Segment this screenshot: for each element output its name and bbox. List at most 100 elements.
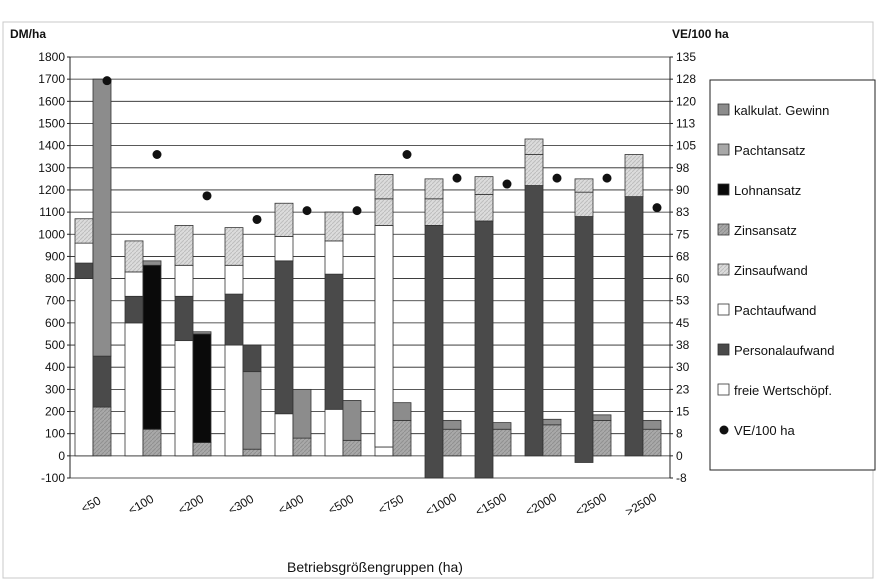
bar-left-segment-pachtaufwand [324,240,344,275]
bar-right-segment-zinsansatz [442,428,462,457]
bar-left-segment-zinsaufwand [174,224,194,266]
bar-left-segment-zinsaufwand [424,178,444,200]
x-tick-label: <300 [226,492,257,518]
bar-right-segment-zinsansatz [592,419,612,457]
legend-swatch [717,103,730,116]
legend-label: Zinsaufwand [734,263,808,278]
legend-swatch [717,183,730,196]
y-left-tick-label: 500 [45,338,65,352]
bar-right-segment-kalkulat_gewinn [342,400,362,441]
bar-right-segment-kalkulat_gewinn [442,419,462,430]
y-left-tick-label: 1500 [38,116,65,130]
y-right-tick-label: 135 [676,50,696,64]
bar-left-segment-personalaufwand [324,273,344,410]
legend-swatch [717,303,730,316]
bar-left-segment-zinsaufwand [74,218,94,244]
y-left-tick-label: -100 [41,471,65,485]
x-tick-label: <100 [126,492,157,518]
bar-left-segment-zinsaufwand [474,176,494,195]
y-left-tick-label: 1600 [38,94,65,108]
y-left-tick-label: 400 [45,360,65,374]
bar-left-segment-personalaufwand [524,185,544,457]
bar-left-segment-zinsaufwand [424,198,444,226]
ve-dot [252,214,262,224]
bar-right-segment-zinsansatz [492,428,512,457]
bar-right-segment-kalkulat_gewinn [542,418,562,426]
bar-left-segment-zinsaufwand [474,193,494,222]
ve-dot [552,173,562,183]
legend-swatch [717,143,730,156]
x-tick-label: <2000 [523,490,559,519]
y-right-tick-label: 8 [676,427,683,441]
bar-right-segment-zinsansatz [142,428,162,457]
ve-dot [152,149,162,159]
legend-label: Pachtaufwand [734,303,816,318]
bar-left-segment-zinsaufwand [524,154,544,186]
y-right-tick-label: 83 [676,205,690,219]
ve-dot [102,76,112,86]
legend-label: freie Wertschöpf. [734,383,832,398]
ve-dot [652,203,662,213]
bar-right-segment-zinsansatz [242,448,262,457]
legend-label: VE/100 ha [734,423,795,438]
bar-left-segment-zinsaufwand [574,191,594,217]
y-right-tick-label: 23 [676,382,690,396]
bar-right-segment-kalkulat_gewinn [642,419,662,430]
legend-marker-dot [719,425,729,435]
bar-left-segment-zinsaufwand [524,138,544,155]
y-right-tick-label: 105 [676,139,696,153]
y-left-tick-label: 700 [45,294,65,308]
bar-left-segment-zinsaufwand [324,211,344,242]
y-right-tick-label: 128 [676,72,696,86]
bar-right-segment-zinsansatz [192,442,212,457]
bar-left-segment-zinsaufwand [374,174,394,200]
y-right-tick-label: 38 [676,338,690,352]
x-tick-label: <50 [79,493,104,515]
y-left-tick-label: 1300 [38,161,65,175]
bar-left-segment-pachtaufwand [124,271,144,297]
legend-label: Zinsansatz [734,223,797,238]
y-left-tick-label: 1200 [38,183,65,197]
bar-left-segment-freie_wertschoepf [174,340,194,457]
legend-swatch [717,223,730,236]
bar-left-segment-personalaufwand [424,224,444,479]
bar-right-segment-kalkulat_gewinn [592,414,612,421]
y-right-tick-label: 30 [676,360,690,374]
bar-left-segment-pachtaufwand [374,224,394,448]
ve-dot [302,206,312,216]
y-left-tick-label: 1000 [38,227,65,241]
y-right-tick-label: 45 [676,316,690,330]
y-right-tick-label: 90 [676,183,690,197]
ve-dot [352,206,362,216]
y-right-tick-label: 120 [676,94,696,108]
bar-right-segment-kalkulat_gewinn [492,422,512,430]
y-left-tick-label: 300 [45,382,65,396]
bar-left-segment-freie_wertschoepf [74,278,94,457]
bar-right-segment-kalkulat_gewinn [242,371,262,450]
bar-left-segment-personalaufwand [274,260,294,415]
bar-left-segment-personalaufwand [574,216,594,463]
bar-right-segment-lohnansatz [142,264,162,430]
x-tick-label: <1000 [423,490,459,519]
bar-right-segment-zinsansatz [392,419,412,457]
bar-left-segment-freie_wertschoepf [374,446,394,457]
x-tick-label: <1500 [473,490,509,519]
bar-right-segment-zinsansatz [292,437,312,457]
legend-swatch [717,263,730,276]
bar-right-segment-zinsansatz [642,428,662,457]
y-left-tick-label: 1700 [38,72,65,86]
bar-left-segment-personalaufwand [74,262,94,279]
legend-swatch [717,343,730,356]
x-tick-label: <2500 [573,490,609,519]
ve-dot [602,173,612,183]
bar-left-segment-pachtaufwand [274,236,294,262]
bar-right-segment-lohnansatz [192,333,212,443]
bar-right-segment-personalaufwand [92,355,112,408]
bar-left-segment-zinsaufwand [574,178,594,193]
bar-right-segment-kalkulat_gewinn [92,78,112,357]
y-right-tick-label: 15 [676,405,690,419]
y-left-tick-label: 1400 [38,139,65,153]
y-left-tick-label: 200 [45,405,65,419]
bar-left-segment-personalaufwand [224,293,244,346]
